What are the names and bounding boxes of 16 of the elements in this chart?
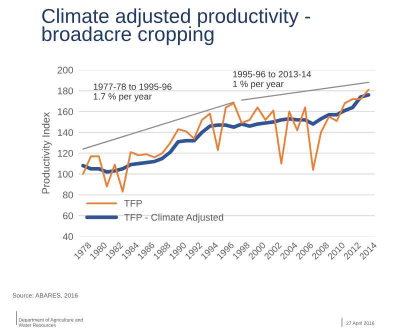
annotation: 1995-96 to 2013-14 1 % per year [233, 71, 312, 89]
legend-label: TFP [124, 200, 142, 207]
y-tick-label: 180 [58, 87, 74, 94]
legend-label: TFP - Climate Adjusted [124, 214, 224, 223]
y-tick-label: 200 [58, 66, 74, 74]
y-tick-label: 120 [58, 150, 74, 157]
y-tick-label: 40 [62, 233, 74, 240]
line-series [82, 88, 370, 193]
y-tick-label: 100 [58, 170, 74, 178]
y-tick-label: 80 [63, 192, 74, 198]
annotation: 1977-78 to 1995-96 1.7 % per year [94, 83, 172, 102]
y-axis-title: Productivity Index [42, 112, 52, 194]
y-tick-label: 160 [58, 108, 74, 116]
y-tick-label: 140 [58, 129, 74, 136]
chart-title: Climate adjusted productivity - broadacre cropping [42, 8, 310, 46]
y-tick-label: 60 [63, 212, 74, 220]
